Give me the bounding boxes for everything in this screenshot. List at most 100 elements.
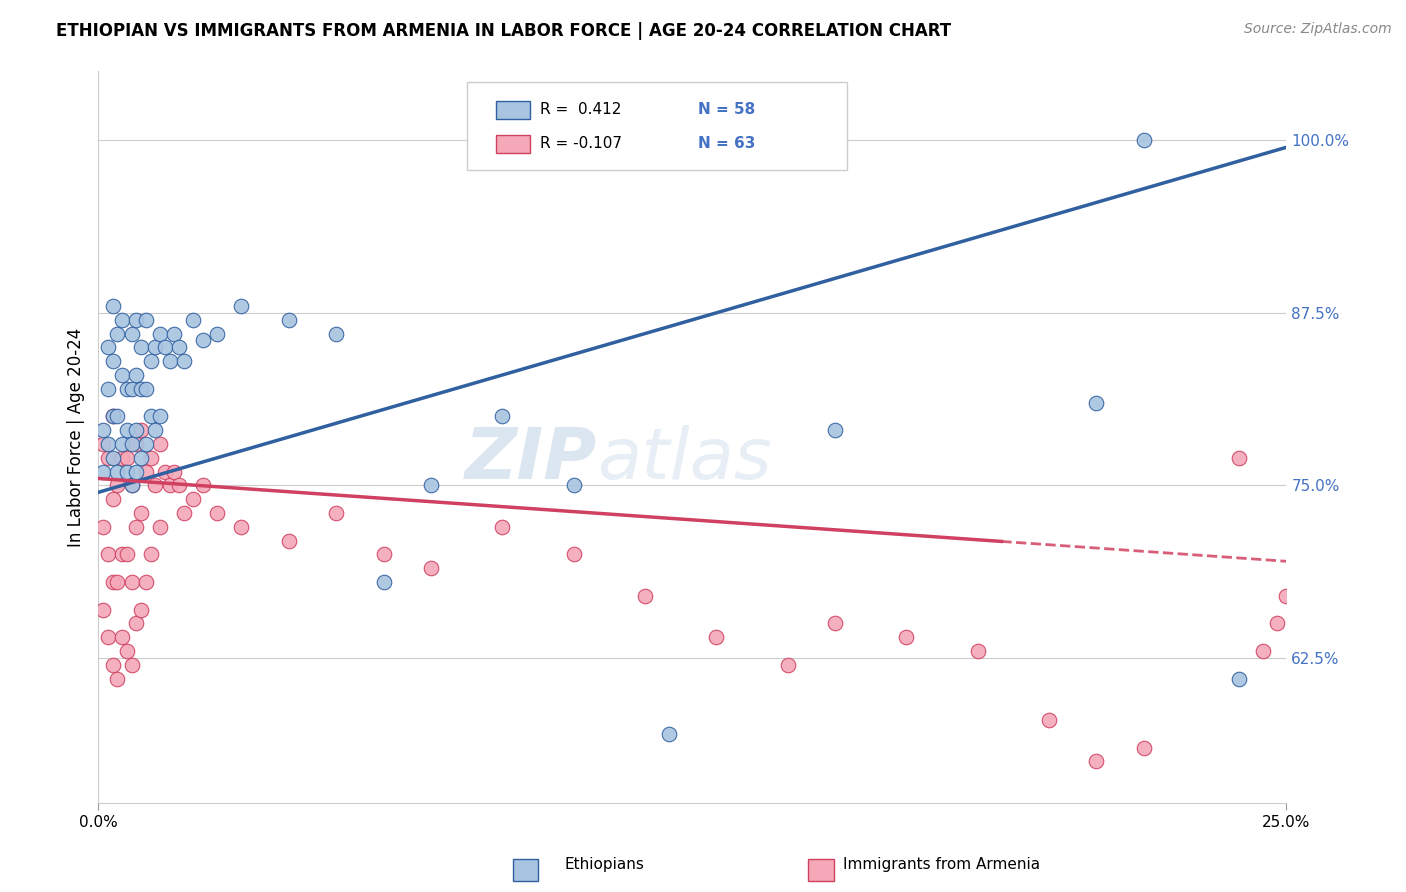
Point [173, 506, 195, 520]
Point [135, 574, 157, 589]
Point [129, 382, 152, 396]
Point [1265, 616, 1288, 631]
Text: atlas: atlas [598, 425, 772, 493]
Point [121, 478, 143, 492]
Point [173, 354, 195, 368]
Point [97, 382, 120, 396]
Point [129, 450, 152, 465]
Point [97, 548, 120, 562]
Point [153, 340, 176, 354]
Point [207, 506, 229, 520]
Point [107, 574, 129, 589]
Point [163, 465, 186, 479]
Point [97, 630, 120, 644]
Point [139, 409, 162, 424]
Point [277, 533, 299, 548]
Point [153, 465, 176, 479]
Point [101, 450, 124, 465]
Point [91, 423, 114, 437]
Point [107, 478, 129, 492]
Text: N = 63: N = 63 [699, 136, 756, 152]
Point [129, 602, 152, 616]
Point [125, 312, 148, 326]
Point [91, 520, 114, 534]
Text: N = 58: N = 58 [699, 102, 755, 117]
Point [373, 574, 395, 589]
Point [129, 340, 152, 354]
Point [101, 299, 124, 313]
Point [107, 465, 129, 479]
FancyBboxPatch shape [496, 101, 530, 119]
Point [125, 368, 148, 382]
Point [125, 520, 148, 534]
Point [776, 657, 799, 672]
Point [101, 409, 124, 424]
Point [167, 478, 190, 492]
Point [277, 312, 299, 326]
Point [111, 630, 134, 644]
Point [121, 382, 143, 396]
Point [115, 450, 138, 465]
Point [115, 465, 138, 479]
Point [101, 492, 124, 507]
FancyBboxPatch shape [496, 135, 530, 153]
Point [491, 409, 513, 424]
Point [139, 450, 162, 465]
Point [1275, 589, 1298, 603]
Point [149, 520, 172, 534]
Point [183, 492, 205, 507]
Y-axis label: In Labor Force | Age 20-24: In Labor Force | Age 20-24 [66, 327, 84, 547]
Point [121, 657, 143, 672]
Point [420, 478, 443, 492]
Point [107, 409, 129, 424]
Point [704, 630, 727, 644]
Point [562, 478, 585, 492]
Point [167, 340, 190, 354]
Point [658, 727, 681, 741]
Point [121, 437, 143, 451]
Point [115, 382, 138, 396]
Point [125, 437, 148, 451]
Point [129, 506, 152, 520]
Point [229, 520, 252, 534]
Point [163, 326, 186, 341]
Point [115, 548, 138, 562]
Point [111, 437, 134, 451]
Point [91, 437, 114, 451]
Point [1085, 755, 1108, 769]
Point [149, 437, 172, 451]
Point [1133, 740, 1156, 755]
FancyBboxPatch shape [467, 82, 846, 170]
Point [135, 465, 157, 479]
Text: Immigrants from Armenia: Immigrants from Armenia [844, 857, 1040, 872]
Point [139, 548, 162, 562]
Point [101, 354, 124, 368]
Point [135, 382, 157, 396]
Point [101, 574, 124, 589]
Point [1085, 395, 1108, 409]
Point [91, 465, 114, 479]
Point [373, 548, 395, 562]
Point [115, 423, 138, 437]
Point [562, 548, 585, 562]
Point [91, 602, 114, 616]
Point [1133, 133, 1156, 147]
Point [159, 354, 181, 368]
Point [107, 326, 129, 341]
Point [145, 340, 167, 354]
Point [1227, 672, 1250, 686]
Point [634, 589, 657, 603]
Point [149, 326, 172, 341]
Point [229, 299, 252, 313]
Text: R =  0.412: R = 0.412 [540, 102, 621, 117]
Point [125, 465, 148, 479]
Point [159, 478, 181, 492]
Text: ZIP: ZIP [465, 425, 598, 493]
Point [207, 326, 229, 341]
Point [111, 450, 134, 465]
Point [97, 437, 120, 451]
Text: R = -0.107: R = -0.107 [540, 136, 623, 152]
Point [97, 450, 120, 465]
Point [966, 644, 988, 658]
Point [97, 340, 120, 354]
